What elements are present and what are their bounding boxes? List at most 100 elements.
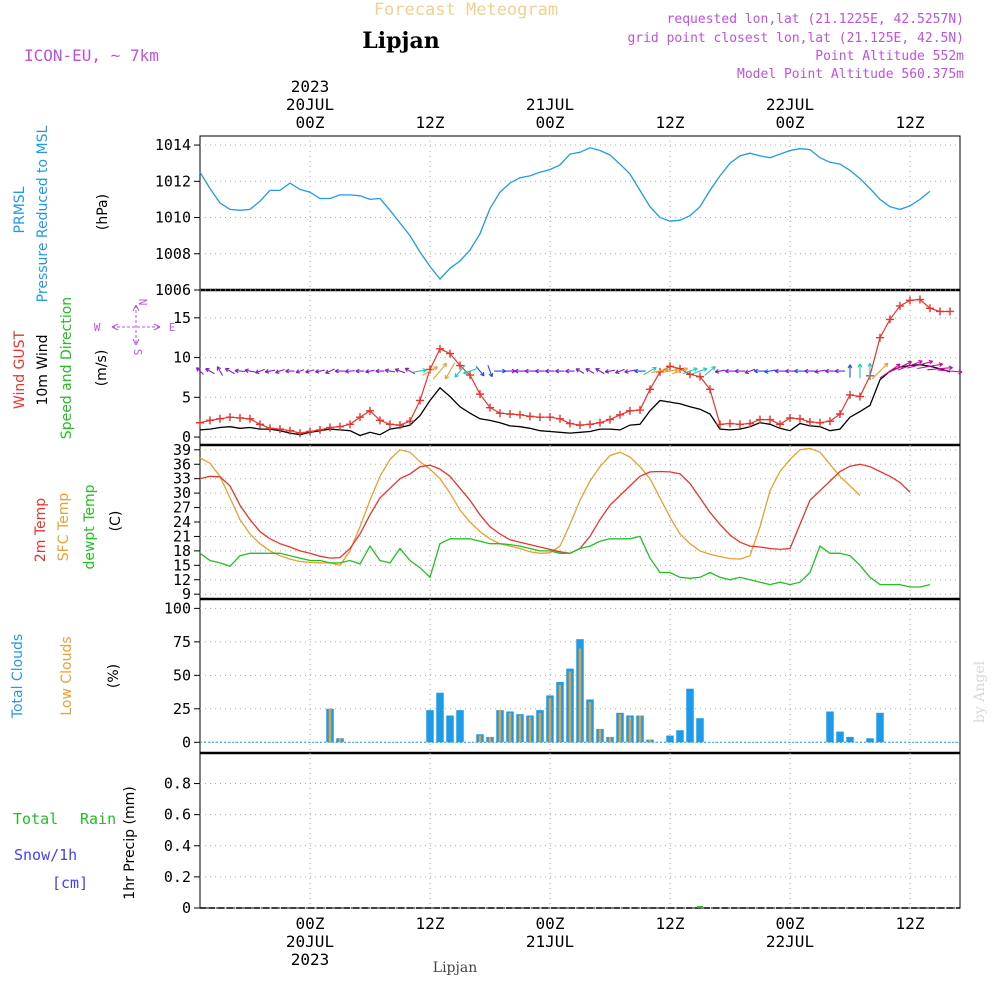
wind-direction-arrow <box>867 362 873 380</box>
grid-lines <box>309 136 911 908</box>
wind-direction-arrow <box>314 368 325 374</box>
wind-direction-arrow <box>614 368 625 374</box>
wind-direction-arrow <box>888 360 913 373</box>
wind-direction-arrow <box>907 359 934 369</box>
wind-direction-arrow <box>753 368 766 374</box>
low-cloud-bar <box>638 715 642 743</box>
y-tick-label: 15 <box>173 556 191 574</box>
temp-series <box>199 447 931 588</box>
y-tick-label: 33 <box>173 470 191 488</box>
gust-marker <box>216 414 224 423</box>
y-tick-label: 10 <box>173 349 191 367</box>
wind-direction-arrow <box>834 368 845 374</box>
wind-direction-arrow <box>824 368 835 374</box>
gust-marker <box>816 418 824 427</box>
low-cloud-bar <box>598 728 602 743</box>
low-cloud-bar <box>628 716 632 743</box>
total-cloud-bar <box>666 735 674 743</box>
prmsl-label: PRMSL <box>12 186 28 233</box>
gust-marker <box>776 420 784 429</box>
sfc-temp-line <box>199 447 861 567</box>
low-cloud-bar <box>608 736 612 743</box>
compass-arrow-s <box>132 338 140 346</box>
time-tick-label: 00Z <box>776 113 805 132</box>
wind-direction-arrow <box>285 368 295 374</box>
gust-marker <box>366 406 374 415</box>
wind-direction-arrow <box>444 362 456 380</box>
low-cloud-bar <box>528 716 532 743</box>
gust-marker <box>826 417 834 426</box>
time-tick-label: 21JUL <box>526 932 574 951</box>
wind-direction-arrow <box>355 368 365 374</box>
precip-bars <box>200 906 960 909</box>
wind-direction-arrow <box>375 368 385 374</box>
wind-direction-arrow <box>524 368 536 374</box>
y-tick-label: 0.6 <box>164 806 191 824</box>
gust-marker <box>496 409 504 418</box>
time-tick-label: 00Z <box>296 914 325 933</box>
wind-direction-arrow <box>494 368 507 374</box>
footer-location: Lipjan <box>433 960 477 976</box>
y-tick-label: 100 <box>164 599 191 617</box>
wind-direction-arrow <box>413 368 427 373</box>
gust-marker <box>286 426 294 435</box>
wind-y-ticks: 0 5 10 15 <box>173 309 960 446</box>
pressure-y-ticks: 1006 1008 1010 1012 1014 <box>155 136 960 299</box>
watermark: by Angel <box>972 660 988 723</box>
time-tick-label: 12Z <box>416 914 445 933</box>
gust-marker <box>336 422 344 431</box>
wind-direction-arrow <box>734 368 745 374</box>
time-tick-label: 00Z <box>536 914 565 933</box>
gust-marker <box>526 412 534 421</box>
wind-direction-arrow <box>672 367 689 375</box>
gust-marker <box>546 413 554 422</box>
gust-marker <box>206 416 214 425</box>
cloud-bars <box>200 639 960 743</box>
gust-marker <box>356 413 364 422</box>
wind-direction-arrow <box>234 368 246 374</box>
rain-bar <box>697 906 703 908</box>
wind-direction-arrow <box>404 367 416 375</box>
compass-arrow-n <box>132 304 140 312</box>
compass-arrow-w <box>111 323 119 331</box>
y-tick-label: 15 <box>173 309 191 327</box>
pressure-frame <box>199 135 961 291</box>
gust-marker <box>666 362 674 371</box>
gust-marker <box>916 295 924 304</box>
y-tick-label: 75 <box>173 633 191 651</box>
gust-marker <box>696 372 704 381</box>
time-tick-label: 00Z <box>536 113 565 132</box>
wind-direction-arrow <box>724 368 735 374</box>
y-tick-label: 5 <box>182 388 191 406</box>
wind-gust-label: Wind GUST <box>12 330 28 409</box>
low-cloud-bar <box>578 648 582 743</box>
wind-direction-arrow <box>634 368 646 374</box>
y-tick-label: 1014 <box>155 136 191 154</box>
y-tick-label: 27 <box>173 499 191 517</box>
pressure-line <box>199 147 931 281</box>
low-cloud-bar <box>328 708 332 743</box>
gust-marker <box>256 420 264 429</box>
wind-direction-arrow <box>692 367 708 375</box>
ms-unit-label: (m/s) <box>94 350 110 387</box>
gust-marker <box>456 361 464 370</box>
y-tick-label: 18 <box>173 542 191 560</box>
time-tick-label: 12Z <box>656 113 685 132</box>
time-tick-label: 00Z <box>296 113 325 132</box>
gust-marker <box>846 390 854 399</box>
compass-arrow-e <box>153 323 161 331</box>
total-cloud-bar <box>876 712 884 743</box>
gust-marker <box>396 421 404 430</box>
wind-direction-arrow <box>857 363 863 379</box>
rain-label: Rain <box>80 810 116 828</box>
wind-direction-arrow <box>384 368 395 374</box>
pct-unit-label: (%) <box>106 664 122 688</box>
gust-marker <box>946 307 954 316</box>
snow-label: Snow/1h <box>14 846 77 864</box>
low-cloud-bar <box>488 736 492 743</box>
pressure-label: Pressure Reduced to MSL <box>35 125 51 302</box>
grid-point-coords: grid point closest lon,lat (21.125E, 42.… <box>627 31 964 46</box>
gust-marker <box>716 420 724 429</box>
